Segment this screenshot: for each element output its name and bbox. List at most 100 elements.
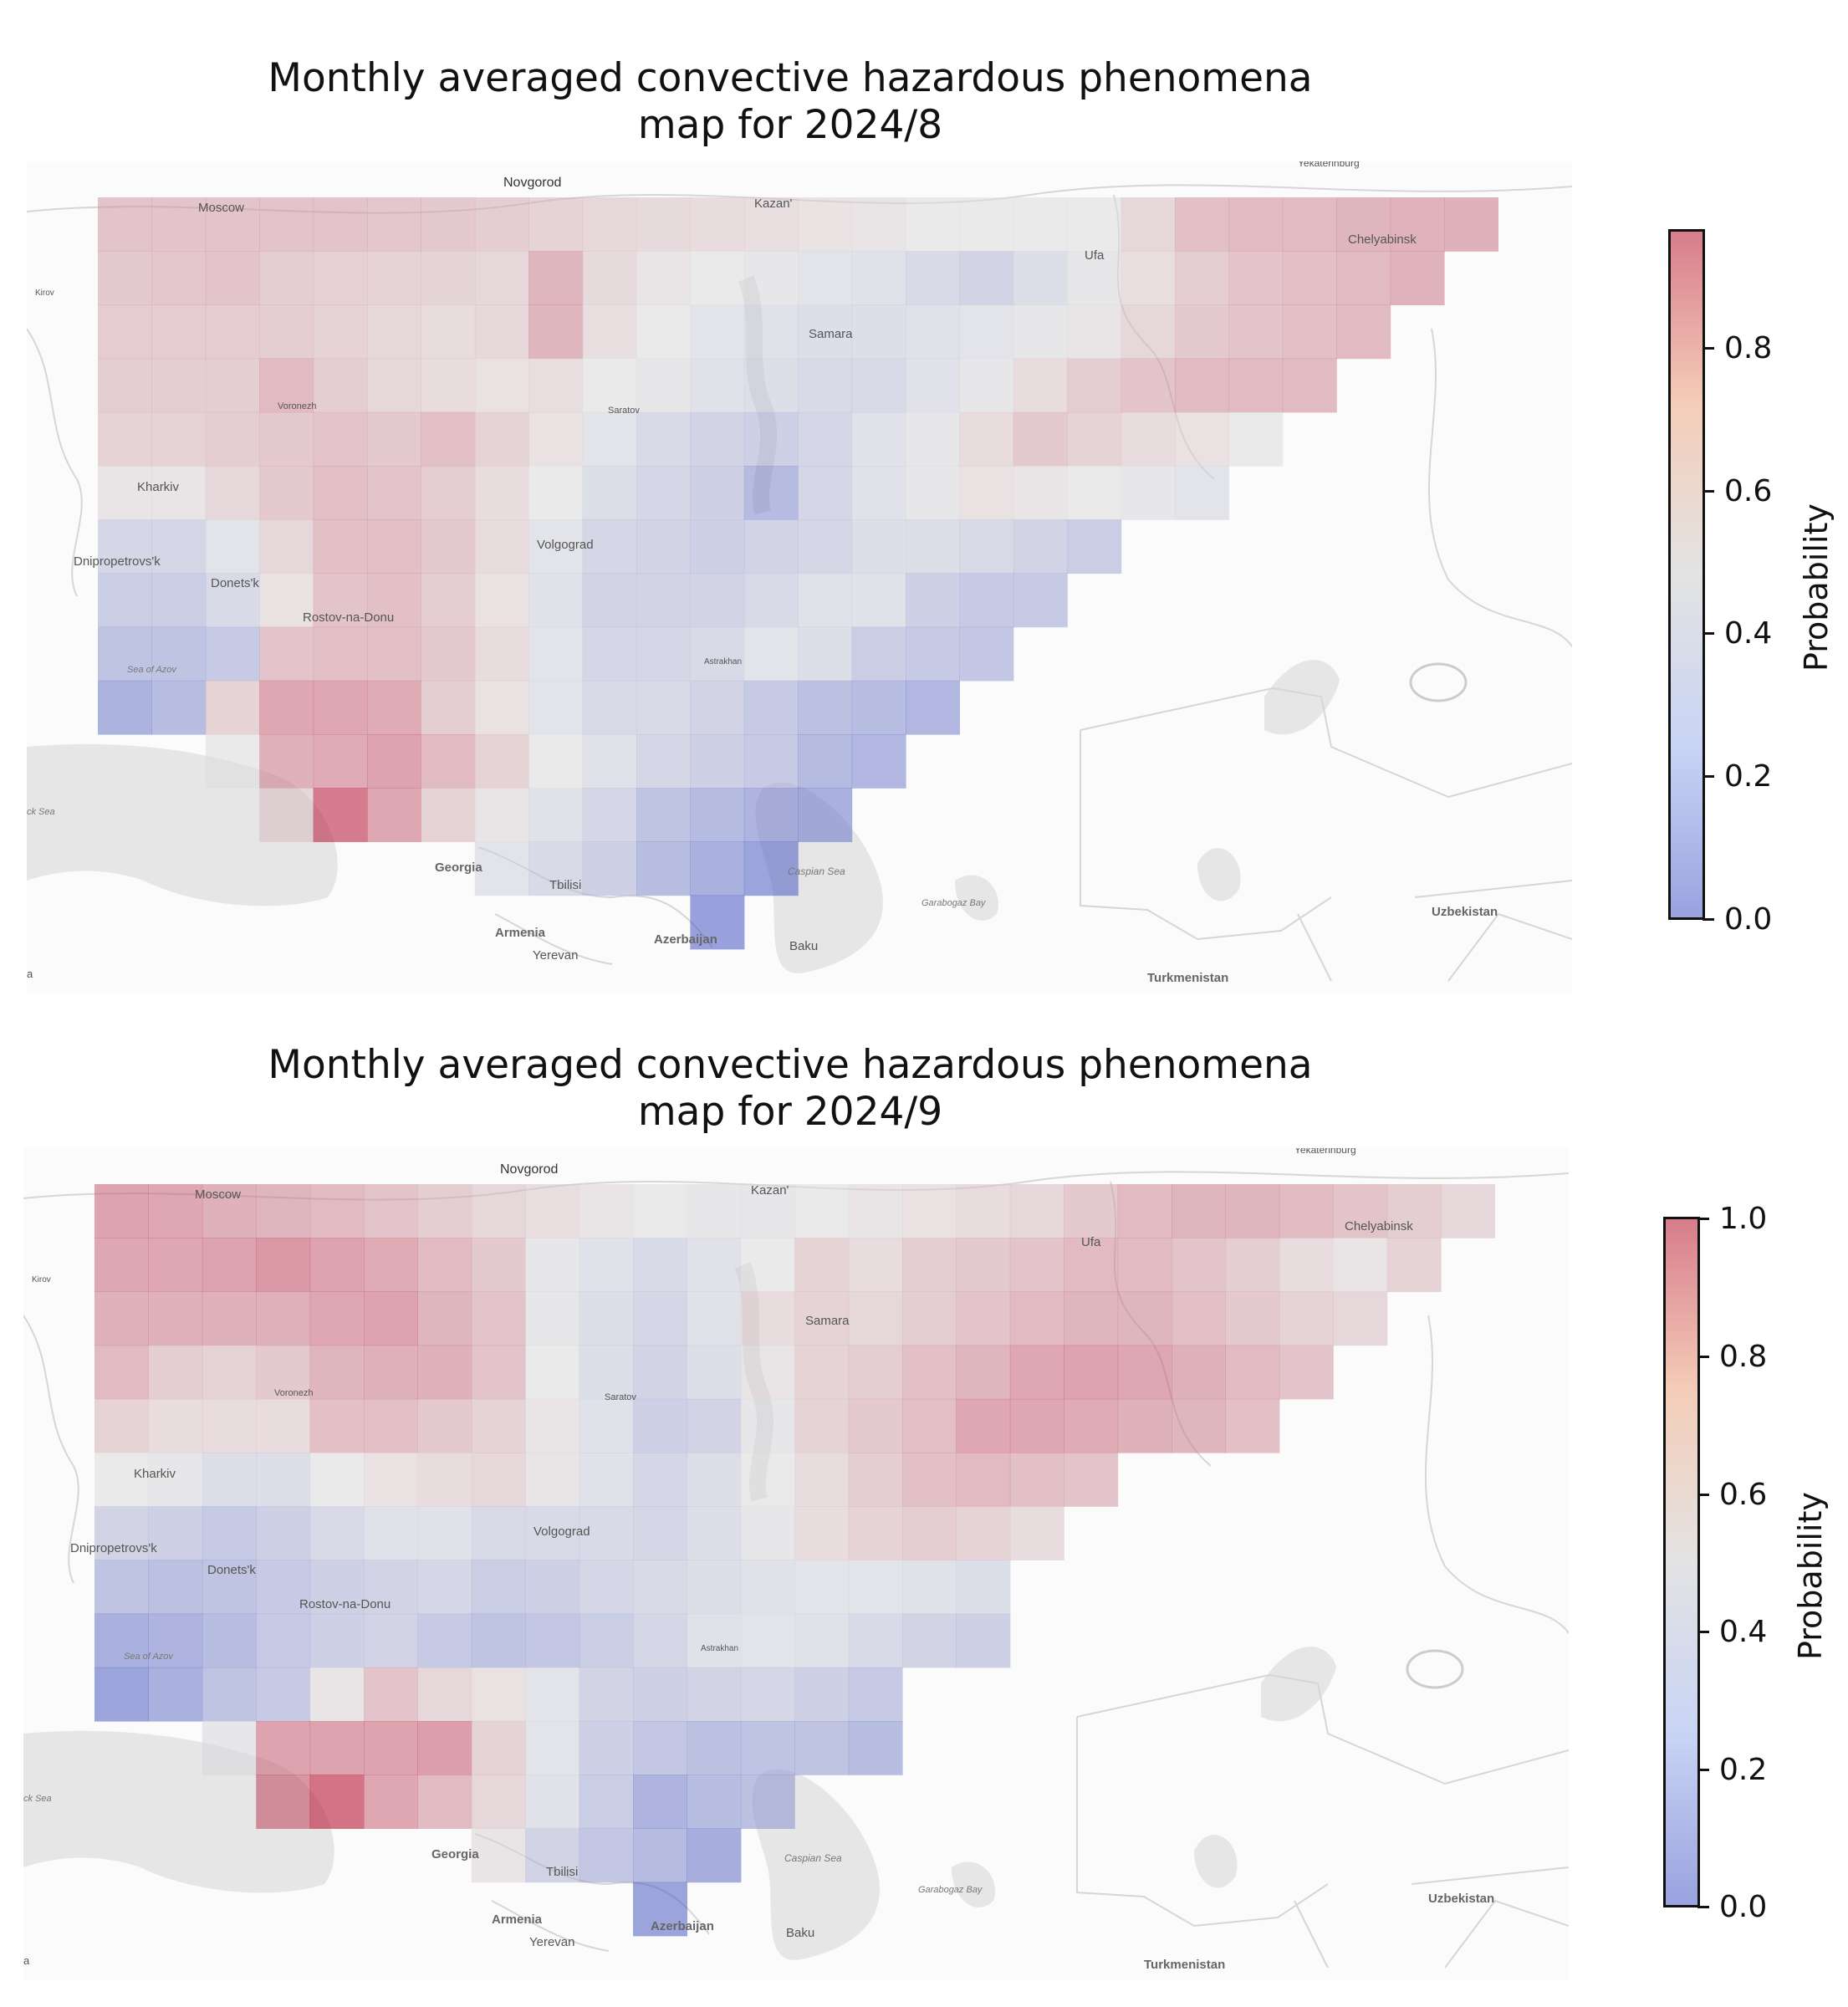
heatmap-cell [740,1721,795,1775]
heatmap-cell [421,466,476,520]
heatmap-cell [364,1667,418,1722]
heatmap-cell [633,1506,687,1560]
heatmap-cell [851,304,906,360]
heatmap-cell [851,358,906,413]
heatmap-cell [148,1453,203,1507]
city-baku: Baku [786,1926,814,1940]
heatmap-cell [94,1560,149,1615]
city-voronezh: Voronezh [278,401,316,411]
heatmap-cell [525,1828,580,1883]
heatmap-cell [205,251,260,305]
heatmap-cell [687,1238,742,1292]
heatmap-cell [959,197,1014,252]
heatmap-cell [906,626,960,682]
heatmap-cell [579,1184,634,1238]
heatmap-cell [367,358,421,413]
heatmap-cell [1117,1184,1172,1238]
city-tbilisi: Tbilisi [546,1865,578,1879]
heatmap-cell [1064,1291,1119,1346]
heatmap-cell [851,197,906,252]
heatmap-cell [798,304,853,360]
bay-garabogaz: Garabogaz Bay [921,898,987,908]
heatmap-cell [1067,519,1122,574]
heatmap-cell [421,519,476,574]
heatmap-cell [1009,1291,1064,1346]
heatmap-cell [1172,1291,1226,1346]
basemap[interactable]: Novgorod Moscow Kazan' Chelyabinsk Kirov… [27,161,1572,993]
heatmap-cell [474,251,529,305]
colorbar-label: Probability [1798,503,1835,672]
city-labels: Novgorod Moscow Kazan' Chelyabinsk Kirov… [23,1148,1494,1972]
heatmap-cell [417,1721,472,1775]
heatmap-cell [421,573,476,628]
heatmap-cell [743,734,799,789]
heatmap-cell [364,1721,418,1775]
heatmap-cell [98,197,152,252]
heatmap-cell [148,1345,203,1400]
heatmap-cell [94,1453,149,1507]
colorbar-tick-label: 0.0 [1719,1890,1768,1924]
sea-azov: Sea of Azov [127,665,177,675]
heatmap-cell [1013,466,1068,520]
heatmap-cell [421,788,476,842]
heatmap-cell [959,304,1014,360]
heatmap-cell [851,680,906,735]
colorbar-gradient [1668,229,1705,920]
heatmap-cell [364,1775,418,1829]
heatmap-cell [94,1238,149,1292]
basemap[interactable]: Novgorod Moscow Kazan' Chelyabinsk Kirov… [23,1148,1569,1980]
heatmap-cell [740,1560,795,1615]
heatmap-cell [956,1238,1011,1292]
heatmap-cell [959,411,1014,467]
country-armenia: Armenia [492,1913,543,1927]
heatmap-cell [579,1560,634,1615]
heatmap-cell [690,411,745,467]
heatmap-cell [528,734,584,789]
city-yerevan: Yerevan [529,1935,575,1949]
heatmap-cell [743,841,799,896]
city-voronezh: Voronezh [274,1388,313,1398]
heatmap-cell [148,1506,203,1560]
heatmap-cell [367,788,421,842]
heatmap-cell [690,680,745,735]
heatmap-cell [148,1238,203,1292]
heatmap-cell [1228,411,1284,467]
colorbar-tick [1703,347,1714,350]
heatmap-cell [1067,251,1122,305]
heatmap-cell [687,1775,742,1829]
city-samara: Samara [809,327,853,341]
heatmap-cell [205,734,260,789]
city-astrakhan: Astrakhan [704,657,742,666]
heatmap-cell [421,358,476,413]
heatmap-cell [906,197,960,252]
heatmap-cell [743,304,799,360]
heatmap-cell [690,466,745,520]
heatmap-cell [417,1613,472,1668]
heatmap-cell [471,1667,526,1722]
heatmap-cell [421,411,476,467]
heatmap-cell [528,841,584,896]
heatmap-cell [309,1398,365,1453]
heatmap-cell [579,1828,634,1883]
heatmap-cell [205,411,260,467]
heatmap-cell [98,304,152,360]
heatmap-cell [1333,1238,1388,1292]
heatmap-cell [1064,1398,1119,1453]
heatmap-cell [1333,1291,1388,1346]
heatmap-cell [1228,251,1284,305]
heatmap-cell [259,251,314,305]
heatmap-cell [743,466,799,520]
heatmap-cell [474,519,529,574]
heatmap-cell [1121,411,1176,467]
heatmap-cell [1175,251,1229,305]
heatmap-cell [1172,1398,1226,1453]
heatmap-cell [313,680,368,735]
city-labels: Novgorod Moscow Kazan' Chelyabinsk Kirov… [27,161,1498,985]
heatmap-cell [205,466,260,520]
heatmap-cell [690,358,745,413]
heatmap-cell [690,251,745,305]
heatmap-cell [740,1667,795,1722]
colorbar-label: Probability [1792,1492,1829,1660]
heatmap-cell [740,1184,795,1238]
heatmap-cell [579,1238,634,1292]
